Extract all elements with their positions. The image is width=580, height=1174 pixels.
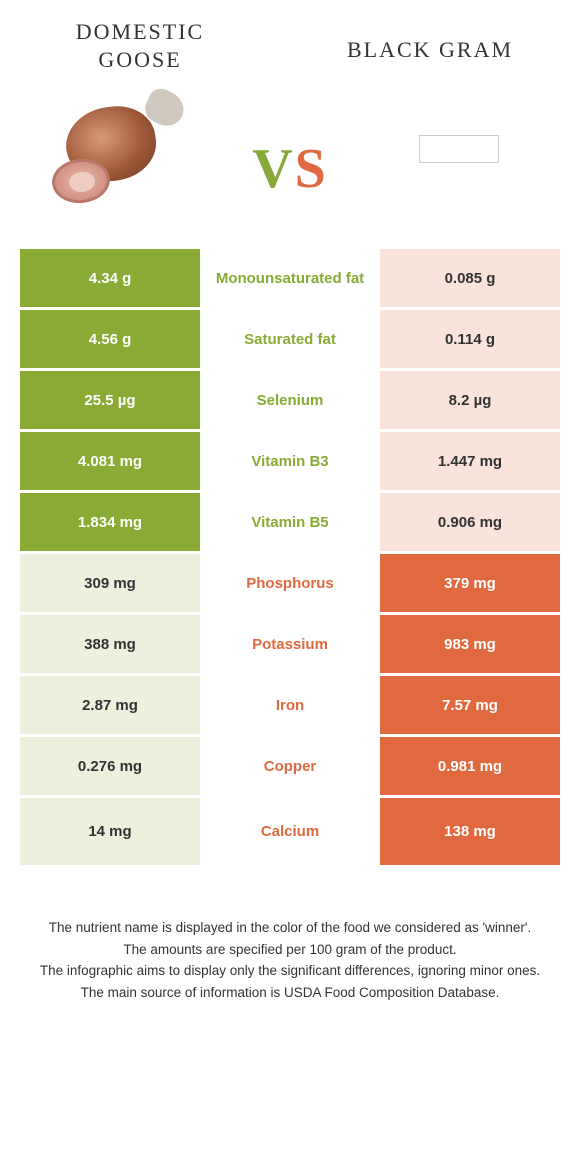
- table-row: 4.081 mgVitamin B31.447 mg: [20, 432, 560, 493]
- table-row: 388 mgPotassium983 mg: [20, 615, 560, 676]
- right-food-image: [384, 89, 534, 209]
- table-row: 14 mgCalcium138 mg: [20, 798, 560, 868]
- table-row: 25.5 µgSelenium8.2 µg: [20, 371, 560, 432]
- right-value: 0.906 mg: [380, 493, 560, 554]
- nutrient-name: Saturated fat: [200, 310, 380, 371]
- footer-notes: The nutrient name is displayed in the co…: [0, 868, 580, 1002]
- right-value: 7.57 mg: [380, 676, 560, 737]
- left-value: 25.5 µg: [20, 371, 200, 432]
- right-value: 0.981 mg: [380, 737, 560, 798]
- nutrient-name: Monounsaturated fat: [200, 249, 380, 310]
- left-food-title: DOMESTIC GOOSE: [40, 18, 240, 73]
- goose-meat-icon: [46, 89, 196, 209]
- footer-line: The infographic aims to display only the…: [28, 961, 552, 981]
- left-value: 14 mg: [20, 798, 200, 868]
- nutrient-name: Iron: [200, 676, 380, 737]
- left-value: 4.081 mg: [20, 432, 200, 493]
- hero-row: VS: [0, 79, 580, 249]
- right-value: 8.2 µg: [380, 371, 560, 432]
- right-value: 0.114 g: [380, 310, 560, 371]
- right-food-title: BLACK GRAM: [320, 36, 540, 73]
- right-value: 379 mg: [380, 554, 560, 615]
- table-row: 4.56 gSaturated fat0.114 g: [20, 310, 560, 371]
- right-value: 1.447 mg: [380, 432, 560, 493]
- nutrient-name: Copper: [200, 737, 380, 798]
- left-value: 4.56 g: [20, 310, 200, 371]
- right-value: 0.085 g: [380, 249, 560, 310]
- footer-line: The main source of information is USDA F…: [28, 983, 552, 1003]
- left-value: 0.276 mg: [20, 737, 200, 798]
- nutrient-name: Phosphorus: [200, 554, 380, 615]
- left-value: 4.34 g: [20, 249, 200, 310]
- vs-label: VS: [252, 137, 328, 201]
- left-value: 1.834 mg: [20, 493, 200, 554]
- nutrient-name: Potassium: [200, 615, 380, 676]
- table-row: 1.834 mgVitamin B50.906 mg: [20, 493, 560, 554]
- vs-v: V: [252, 138, 294, 200]
- table-row: 4.34 gMonounsaturated fat0.085 g: [20, 249, 560, 310]
- table-row: 0.276 mgCopper0.981 mg: [20, 737, 560, 798]
- nutrient-name: Vitamin B5: [200, 493, 380, 554]
- footer-line: The amounts are specified per 100 gram o…: [28, 940, 552, 960]
- left-food-image: [46, 89, 196, 209]
- left-value: 2.87 mg: [20, 676, 200, 737]
- right-value: 983 mg: [380, 615, 560, 676]
- footer-line: The nutrient name is displayed in the co…: [28, 918, 552, 938]
- nutrient-name: Calcium: [200, 798, 380, 868]
- table-row: 2.87 mgIron7.57 mg: [20, 676, 560, 737]
- nutrient-name: Vitamin B3: [200, 432, 380, 493]
- nutrient-name: Selenium: [200, 371, 380, 432]
- table-row: 309 mgPhosphorus379 mg: [20, 554, 560, 615]
- image-placeholder-icon: [419, 135, 499, 163]
- header: DOMESTIC GOOSE BLACK GRAM: [0, 0, 580, 79]
- right-value: 138 mg: [380, 798, 560, 868]
- left-value: 388 mg: [20, 615, 200, 676]
- vs-s: S: [295, 138, 328, 200]
- left-value: 309 mg: [20, 554, 200, 615]
- comparison-table: 4.34 gMonounsaturated fat0.085 g4.56 gSa…: [20, 249, 560, 868]
